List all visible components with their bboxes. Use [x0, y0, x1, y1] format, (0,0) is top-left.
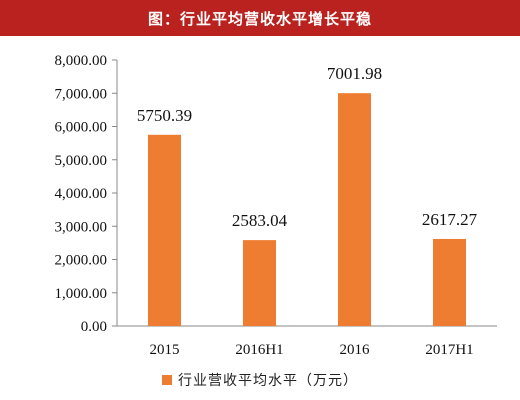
- legend-label: 行业营收平均水平（万元）: [178, 373, 358, 389]
- y-tick-label: 7,000.00: [55, 86, 108, 102]
- x-tick-label: 2016: [340, 342, 371, 358]
- y-tick-label: 4,000.00: [55, 186, 108, 202]
- y-tick-label: 8,000.00: [55, 53, 108, 69]
- legend: 行业营收平均水平（万元）: [0, 370, 520, 390]
- y-tick-label: 5,000.00: [55, 153, 108, 169]
- y-tick-label: 2,000.00: [55, 253, 108, 269]
- bar: [338, 93, 371, 326]
- y-tick-label: 0.00: [81, 319, 107, 335]
- data-label: 2583.04: [232, 211, 288, 230]
- chart-title: 图：行业平均营收水平增长平稳: [147, 9, 372, 28]
- x-tick-label: 2016H1: [235, 342, 283, 358]
- y-tick-label: 6,000.00: [55, 120, 108, 136]
- data-label: 5750.39: [137, 106, 192, 125]
- bar: [243, 240, 276, 326]
- x-tick-label: 2017H1: [425, 342, 473, 358]
- x-tick-label: 2015: [150, 342, 180, 358]
- data-label: 2617.27: [422, 210, 478, 229]
- chart-title-bar: 图：行业平均营收水平增长平稳: [0, 0, 520, 36]
- y-tick-label: 3,000.00: [55, 219, 108, 235]
- legend-swatch: [162, 375, 172, 385]
- bar: [148, 134, 181, 326]
- y-tick-label: 1,000.00: [55, 286, 108, 302]
- bar: [433, 238, 466, 326]
- data-label: 7001.98: [327, 64, 382, 83]
